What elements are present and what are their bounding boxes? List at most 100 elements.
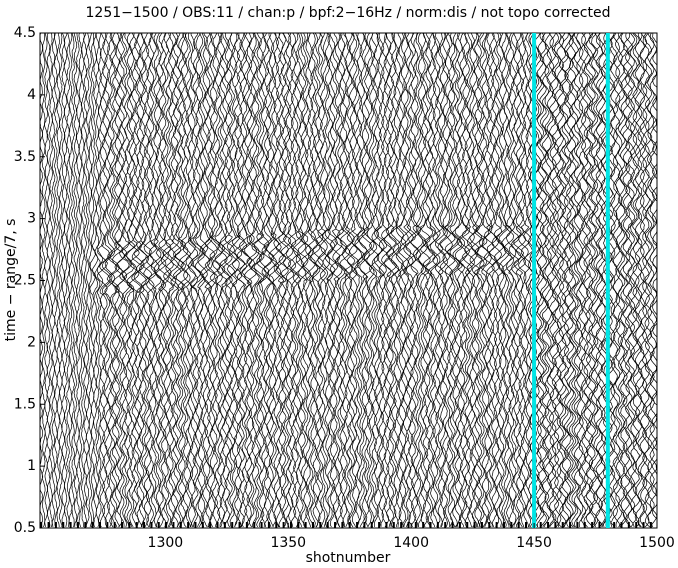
trace-tick [583,522,586,528]
wiggle-trace [508,32,520,528]
wiggle-trace [442,32,453,528]
wiggle-trace [124,32,135,528]
wiggle-trace [97,32,108,528]
wiggle-trace [393,32,404,527]
trace-tick [473,522,476,528]
trace-tick [400,522,403,528]
wiggle-trace [58,32,63,528]
y-tick-label: 2 [27,334,36,350]
trace-tick [363,522,366,528]
wiggle-trace [63,32,68,528]
wiggle-trace [73,32,78,528]
wiggle-trace [483,32,495,528]
wiggle-trace [620,32,628,528]
wiggle-trace [549,32,557,528]
trace-tick [569,522,572,528]
trace-tick [458,522,461,528]
wiggle-trace [428,32,439,528]
trace-tick [649,522,652,528]
wiggle-trace [449,32,461,528]
wiggle-trace [407,32,419,528]
wiggle-trace [308,32,319,528]
wiggle-trace [158,32,169,528]
wiggle-trace [187,33,199,528]
wiggle-trace [437,32,448,528]
trace-tick [231,522,234,528]
wiggle-trace [319,33,331,528]
wiggle-trace [150,32,162,528]
wiggle-trace [378,32,390,528]
wiggle-trace [177,32,189,528]
trace-tick [106,522,109,528]
wiggle-trace [610,32,619,528]
wiggle-trace [89,32,96,528]
trace-tick [385,522,388,528]
wiggle-trace [337,32,348,528]
trace-tick [591,522,594,528]
wiggle-trace [277,32,289,528]
trace-tick [422,522,425,528]
trace-tick [392,522,395,528]
trace-tick [341,522,344,528]
trace-tick [238,522,241,528]
wiggle-trace [639,32,648,528]
trace-tick [84,522,87,528]
wiggle-trace [385,32,397,528]
wiggle-trace [293,32,304,528]
trace-tick [480,522,483,528]
wiggle-trace [459,32,471,528]
wiggle-trace [395,32,407,528]
trace-tick [554,522,557,528]
wiggle-trace [491,32,503,528]
wiggle-trace [398,32,409,528]
trace-tick [135,522,138,528]
wiggle-trace [561,32,570,528]
wiggle-trace [61,32,66,528]
wiggle-trace [51,32,56,528]
wiggle-trace [417,32,429,528]
wiggle-trace [88,32,93,528]
wiggle-trace [131,32,142,528]
y-tick-label: 4 [27,87,36,103]
trace-tick [517,522,520,528]
x-tick-label: 1400 [393,535,429,551]
wiggle-trace [183,32,194,528]
wiggle-trace [452,32,463,528]
trace-tick [194,522,197,528]
wiggle-trace [116,32,128,528]
wiggle-trace [140,32,152,528]
trace-tick [40,522,43,528]
wiggle-trace [214,32,226,528]
wiggle-trace [403,32,414,528]
wiggle-trace [249,32,260,527]
wiggle-trace [501,32,512,528]
trace-tick [547,522,550,528]
wiggle-trace [310,32,321,528]
wiggle-trace [615,32,623,528]
wiggle-trace [334,32,346,528]
wiggle-trace [518,32,530,528]
trace-tick [201,522,204,528]
trace-tick [47,522,50,528]
y-tick-label: 3 [27,211,36,227]
wiggle-trace [376,32,388,528]
trace-tick [216,522,219,528]
trace-tick [348,522,351,528]
wiggle-trace [226,32,238,528]
trace-tick [297,522,300,528]
x-axis-label: shotnumber [306,550,391,566]
wiggle-trace [551,32,560,528]
trace-tick [267,522,270,528]
wiggle-trace [415,32,427,528]
wiggle-trace [531,32,540,528]
trace-tick [510,522,513,528]
wiggle-trace [515,32,526,528]
trace-tick [62,522,65,528]
trace-tick [429,522,432,528]
wiggle-trace [381,32,392,528]
wiggle-trace [119,32,131,528]
wiggle-trace [78,32,83,528]
wiggle-trace [366,32,378,528]
wiggle-trace [627,32,636,528]
wiggle-trace [346,32,358,528]
